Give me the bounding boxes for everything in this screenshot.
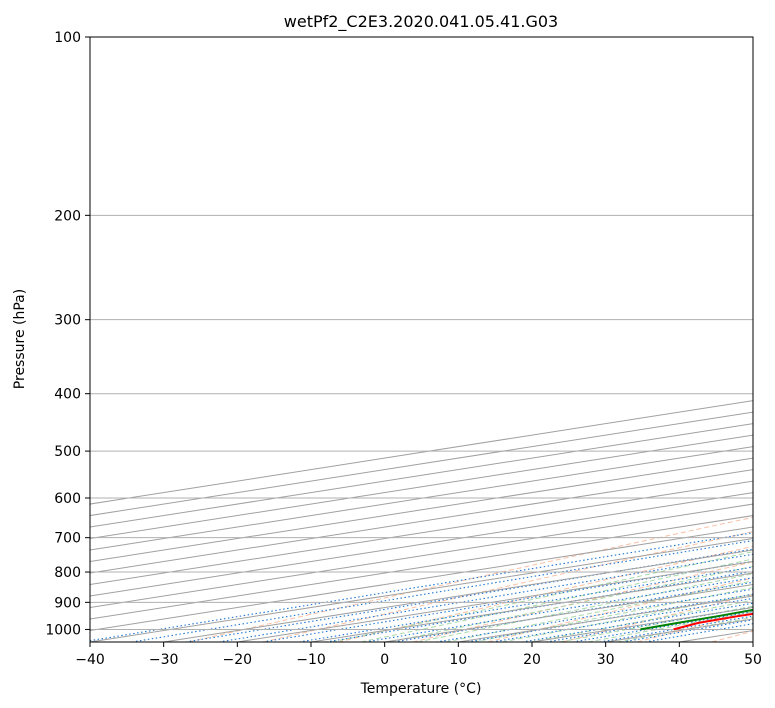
y-tick-label: 800 (54, 565, 81, 581)
plot-frame (89, 36, 754, 643)
x-tick-label: −40 (75, 652, 105, 668)
x-axis-title: Temperature (°C) (360, 681, 482, 697)
isotherm (90, 492, 753, 597)
x-tick-label: 30 (597, 652, 615, 668)
mixing-ratio-line (572, 611, 753, 642)
moist-adiabat (331, 551, 753, 642)
dry-adiabat (263, 531, 753, 642)
mixing-ratio-line (218, 553, 753, 642)
y-tick-label: 500 (54, 444, 81, 460)
x-tick-label: −30 (149, 652, 179, 668)
mixing-ratio-line (599, 615, 753, 642)
y-tick-label: 700 (54, 531, 81, 547)
mixing-ratio-line (299, 566, 753, 642)
moist-adiabat (502, 593, 753, 642)
x-axis: −40 −30 −20 −10 0 10 20 30 40 50 (75, 642, 762, 668)
isotherm (90, 538, 753, 642)
y-tick-label: 100 (54, 30, 81, 46)
x-tick-label: 50 (744, 652, 762, 668)
x-tick-label: 40 (670, 652, 688, 668)
isotherm (90, 503, 753, 609)
x-tick-label: −20 (223, 652, 253, 668)
y-axis: 100 200 300 400 500 600 700 800 900 1000 (45, 30, 90, 638)
isotherm (90, 480, 753, 586)
isotherm (90, 515, 753, 620)
x-tick-label: 10 (449, 652, 467, 668)
x-tick-label: 0 (380, 652, 389, 668)
x-tick-label: 20 (523, 652, 541, 668)
y-tick-label: 600 (54, 491, 81, 507)
mixing-ratio-line (131, 540, 753, 642)
moist-adiabat (445, 580, 753, 642)
dry-adiabat (338, 545, 753, 642)
mixing-ratio-line (185, 548, 753, 642)
moist-adiabat (417, 573, 753, 642)
background-lines (90, 400, 753, 642)
y-tick-label: 400 (54, 387, 81, 403)
y-axis-title: Pressure (hPa) (12, 289, 28, 389)
y-tick-label: 1000 (45, 622, 81, 638)
isotherm (90, 457, 753, 563)
chart-title: wetPf2_C2E3.2020.041.05.41.G03 (284, 12, 558, 32)
isotherm (90, 446, 753, 551)
moist-adiabat (388, 565, 753, 642)
y-tick-label: 900 (54, 595, 81, 611)
x-tick-label: −10 (296, 652, 326, 668)
y-tick-label: 200 (54, 208, 81, 224)
y-tick-label: 300 (54, 313, 81, 329)
isotherm (90, 469, 753, 574)
isotherm (90, 526, 753, 632)
dry-adiabat (487, 577, 753, 642)
